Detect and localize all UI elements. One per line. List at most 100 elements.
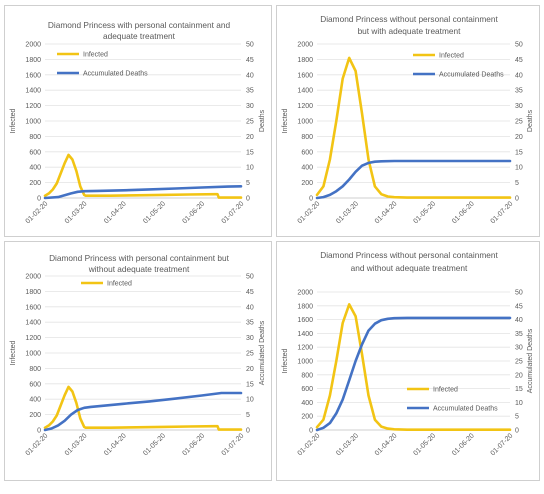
y-tick-label: 1400 bbox=[25, 88, 41, 95]
y2-tick-label: 35 bbox=[515, 88, 523, 95]
chart-panel-2: Diamond Princess without personal contai… bbox=[276, 5, 540, 237]
chart-panel-4: Diamond Princess without personal contai… bbox=[276, 241, 540, 481]
y2-tick-label: 45 bbox=[246, 289, 254, 296]
y2-tick-label: 40 bbox=[246, 304, 254, 311]
series-line-deaths bbox=[315, 159, 512, 200]
y2-tick-label: 10 bbox=[515, 400, 523, 407]
y-tick-label: 2000 bbox=[25, 274, 41, 281]
series-line-deaths bbox=[315, 316, 512, 432]
y2-tick-label: 25 bbox=[246, 351, 254, 358]
chart-title: and without adequate treatment bbox=[351, 263, 468, 273]
y-tick-label: 200 bbox=[29, 412, 41, 419]
chart-svg: Diamond Princess with personal containme… bbox=[10, 253, 266, 457]
y-tick-label: 800 bbox=[301, 134, 313, 141]
y2-tick-label: 0 bbox=[246, 196, 250, 203]
x-tick-label: 01-07-20 bbox=[221, 432, 246, 457]
y2-tick-label: 25 bbox=[515, 359, 523, 366]
y2-tick-label: 50 bbox=[246, 42, 254, 49]
y-tick-label: 0 bbox=[37, 196, 41, 203]
chart-svg: Diamond Princess without personal contai… bbox=[282, 14, 534, 225]
legend-label: Infected bbox=[433, 387, 458, 394]
y2-tick-label: 15 bbox=[515, 149, 523, 156]
x-tick-label: 01-06-20 bbox=[181, 432, 206, 457]
y-tick-label: 1000 bbox=[297, 119, 313, 126]
chart-title: Diamond Princess without personal contai… bbox=[320, 14, 498, 24]
y2-tick-label: 20 bbox=[246, 134, 254, 141]
y-tick-label: 200 bbox=[301, 414, 313, 421]
y-tick-label: 1800 bbox=[297, 57, 313, 64]
y2-tick-label: 15 bbox=[246, 381, 254, 388]
y2-tick-label: 35 bbox=[246, 88, 254, 95]
y-tick-label: 1200 bbox=[297, 103, 313, 110]
y2-tick-label: 10 bbox=[246, 165, 254, 172]
y2-tick-label: 40 bbox=[515, 317, 523, 324]
y-tick-label: 1000 bbox=[25, 351, 41, 358]
y-tick-label: 200 bbox=[29, 180, 41, 187]
y2-tick-label: 0 bbox=[515, 196, 519, 203]
chart-title: Diamond Princess with personal containme… bbox=[48, 20, 231, 30]
y-tick-label: 0 bbox=[37, 428, 41, 435]
y-tick-label: 600 bbox=[301, 149, 313, 156]
y2-tick-label: 40 bbox=[246, 72, 254, 79]
chart-title: Diamond Princess with personal containme… bbox=[49, 253, 230, 263]
y-tick-label: 800 bbox=[29, 366, 41, 373]
y2-tick-label: 20 bbox=[515, 372, 523, 379]
y-tick-label: 1800 bbox=[297, 303, 313, 310]
x-tick-label: 01-04-20 bbox=[374, 200, 399, 225]
y2-tick-label: 5 bbox=[246, 412, 250, 419]
y2-tick-label: 30 bbox=[246, 335, 254, 342]
y-tick-label: 600 bbox=[301, 386, 313, 393]
y-tick-label: 400 bbox=[301, 165, 313, 172]
series-line-deaths bbox=[43, 185, 243, 200]
x-tick-label: 01-04-20 bbox=[103, 200, 128, 225]
y2-tick-label: 25 bbox=[246, 119, 254, 126]
y-tick-label: 1600 bbox=[297, 317, 313, 324]
y-tick-label: 1600 bbox=[25, 304, 41, 311]
y-tick-label: 2000 bbox=[297, 42, 313, 49]
x-tick-label: 01-04-20 bbox=[374, 432, 399, 457]
y2-tick-label: 50 bbox=[246, 274, 254, 281]
y-tick-label: 400 bbox=[29, 165, 41, 172]
series-line-deaths bbox=[43, 391, 243, 432]
y2-axis-label: Deaths bbox=[259, 109, 266, 132]
y-tick-label: 600 bbox=[29, 149, 41, 156]
legend-label: Accumulated Deaths bbox=[439, 72, 504, 79]
chart-panel-1: Diamond Princess with personal containme… bbox=[4, 5, 272, 237]
y2-tick-label: 15 bbox=[246, 149, 254, 156]
y-tick-label: 400 bbox=[301, 400, 313, 407]
x-tick-label: 01-05-20 bbox=[412, 200, 437, 225]
y2-tick-label: 10 bbox=[246, 397, 254, 404]
y2-tick-label: 20 bbox=[246, 366, 254, 373]
y2-tick-label: 5 bbox=[246, 180, 250, 187]
legend-label: Infected bbox=[439, 53, 464, 60]
x-tick-label: 01-06-20 bbox=[451, 432, 476, 457]
y-tick-label: 200 bbox=[301, 180, 313, 187]
x-tick-label: 01-07-20 bbox=[490, 432, 515, 457]
y2-tick-label: 10 bbox=[515, 165, 523, 172]
x-tick-label: 01-03-20 bbox=[335, 200, 360, 225]
y-tick-label: 800 bbox=[29, 134, 41, 141]
y2-tick-label: 30 bbox=[515, 345, 523, 352]
y2-tick-label: 45 bbox=[515, 57, 523, 64]
x-tick-label: 01-03-20 bbox=[64, 200, 89, 225]
series-line-infected bbox=[43, 385, 243, 431]
y2-tick-label: 0 bbox=[246, 428, 250, 435]
series-line-infected bbox=[315, 56, 512, 199]
chart-svg: Diamond Princess with personal containme… bbox=[10, 20, 266, 225]
y2-axis-label: Accumulated Deaths bbox=[259, 320, 266, 385]
y2-tick-label: 20 bbox=[515, 134, 523, 141]
y2-tick-label: 35 bbox=[515, 331, 523, 338]
x-tick-label: 01-05-20 bbox=[142, 200, 167, 225]
y-tick-label: 1400 bbox=[25, 320, 41, 327]
series-line-infected bbox=[315, 303, 512, 431]
y-tick-label: 1200 bbox=[297, 345, 313, 352]
y2-tick-label: 5 bbox=[515, 414, 519, 421]
x-tick-label: 01-05-20 bbox=[142, 432, 167, 457]
y-tick-label: 800 bbox=[301, 372, 313, 379]
x-tick-label: 01-04-20 bbox=[103, 432, 128, 457]
x-tick-label: 01-06-20 bbox=[451, 200, 476, 225]
x-tick-label: 01-07-20 bbox=[490, 200, 515, 225]
y-tick-label: 1400 bbox=[297, 88, 313, 95]
y-axis-label: Infected bbox=[282, 348, 289, 373]
y-tick-label: 1800 bbox=[25, 57, 41, 64]
